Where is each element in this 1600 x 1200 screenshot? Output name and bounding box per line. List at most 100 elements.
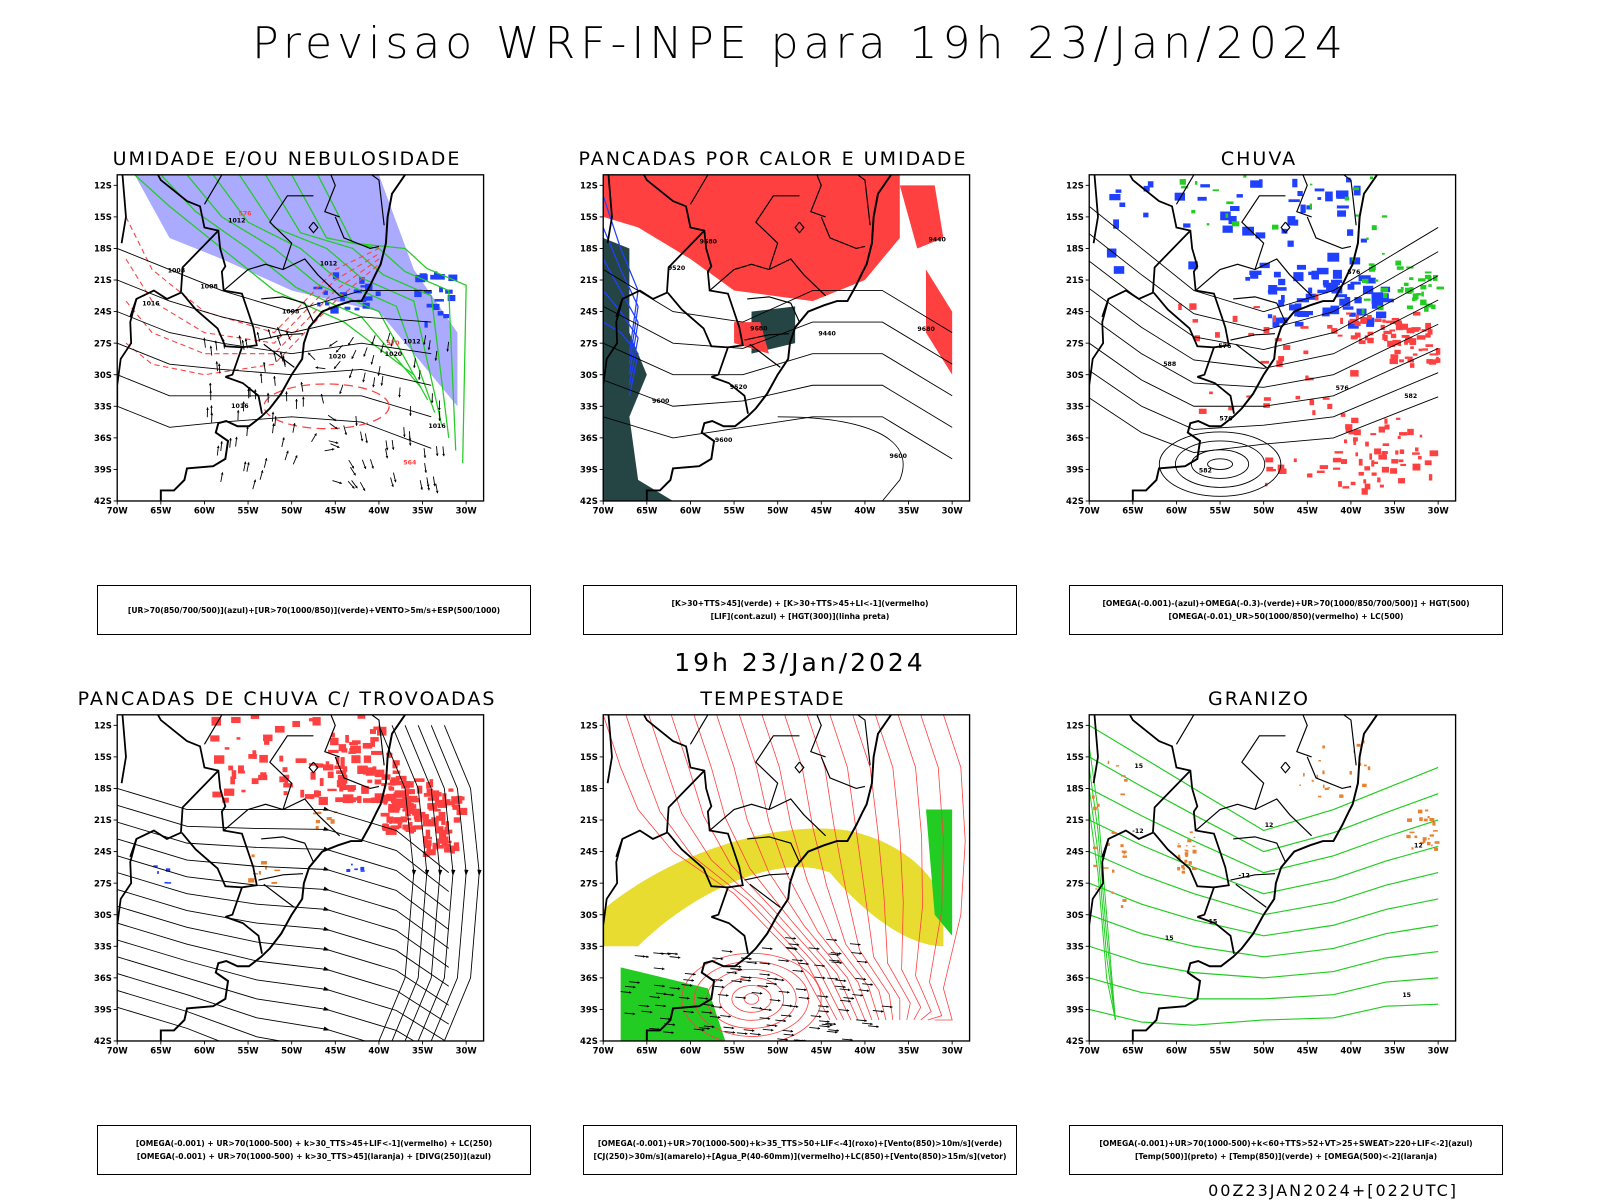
country-border bbox=[607, 174, 744, 378]
lat-tick-label: 39S bbox=[580, 465, 598, 475]
country-border bbox=[1101, 229, 1192, 318]
state-border bbox=[308, 221, 319, 234]
lat-tick-label: 24S bbox=[580, 847, 598, 857]
geographic-outlines bbox=[603, 174, 893, 501]
country-border bbox=[117, 838, 138, 951]
state-border bbox=[689, 174, 709, 205]
state-border bbox=[261, 296, 314, 323]
state-border bbox=[203, 174, 223, 205]
country-border bbox=[1153, 832, 1215, 889]
lon-tick-label: 35W bbox=[1384, 1045, 1406, 1055]
country-border bbox=[120, 174, 127, 244]
lat-tick-label: 27S bbox=[580, 338, 598, 348]
country-border bbox=[121, 174, 258, 378]
lon-tick-label: 45W bbox=[325, 505, 347, 515]
lat-tick-label: 21S bbox=[580, 815, 598, 825]
state-border bbox=[1280, 761, 1291, 774]
contour-label: 1016 bbox=[231, 403, 249, 410]
lon-tick-label: 65W bbox=[1122, 505, 1144, 515]
lon-tick-label: 50W bbox=[281, 1045, 303, 1055]
state-border bbox=[1230, 333, 1276, 341]
legend-line: [CJ(250)>30m/s](amarelo)+[Agua_P(40-60mm… bbox=[593, 1152, 1007, 1161]
lat-tick-label: 30S bbox=[94, 910, 112, 920]
contour-label: 1012 bbox=[403, 339, 420, 346]
country-border bbox=[120, 714, 127, 784]
country-border bbox=[1153, 292, 1215, 349]
lat-tick-label: 36S bbox=[580, 973, 598, 983]
lon-tick-label: 55W bbox=[1209, 505, 1231, 515]
state-border bbox=[794, 221, 805, 234]
state-border bbox=[820, 756, 866, 790]
lat-tick-label: 30S bbox=[580, 370, 598, 380]
lat-tick-label: 27S bbox=[94, 878, 112, 888]
lon-tick-label: 45W bbox=[811, 1045, 833, 1055]
country-border bbox=[1197, 916, 1235, 954]
geographic-outlines bbox=[117, 174, 407, 501]
map-panel-humidity: UMIDADE E/OU NEBULOSIDADE 12S 15S 18S 21S 24S… bbox=[47, 148, 531, 648]
lon-tick-label: 35W bbox=[1384, 505, 1406, 515]
state-border bbox=[810, 174, 826, 218]
contour-label: 1016 bbox=[428, 423, 446, 430]
country-border bbox=[1092, 174, 1099, 244]
lon-tick-label: 35W bbox=[898, 1045, 920, 1055]
lat-tick-label: 33S bbox=[94, 401, 112, 411]
geographic-outlines bbox=[1089, 714, 1379, 1041]
lat-tick-label: 18S bbox=[94, 784, 112, 794]
legend-line: [UR>70(850/700/500)](azul)+[UR>70(1000/8… bbox=[127, 605, 501, 615]
lon-tick-label: 40W bbox=[1340, 1045, 1362, 1055]
country-border bbox=[606, 714, 613, 784]
lat-tick-label: 24S bbox=[1066, 307, 1084, 317]
contour-label: 1008 bbox=[282, 308, 299, 315]
state-border bbox=[1241, 735, 1286, 810]
lat-tick-label: 15S bbox=[580, 212, 598, 222]
state-border bbox=[755, 735, 800, 810]
lon-tick-label: 30W bbox=[1428, 1045, 1450, 1055]
contour-label: 12 bbox=[1414, 842, 1423, 849]
contour-label: 582 bbox=[1404, 393, 1417, 400]
lat-tick-label: 15S bbox=[580, 752, 598, 762]
lat-tick-label: 12S bbox=[1066, 720, 1084, 730]
state-border bbox=[709, 798, 827, 837]
map-frame bbox=[1088, 174, 1457, 502]
lat-tick-label: 33S bbox=[580, 941, 598, 951]
contour-label: -12 bbox=[1239, 873, 1250, 880]
map-panel-rain: CHUVA 12S 15S 18S 21S 24S 27S 30S 33S 36S 39S 42S 70… bbox=[1019, 148, 1503, 648]
lon-tick-label: 65W bbox=[636, 1045, 658, 1055]
panel-legend: [OMEGA(-0.001)+UR>70(1000-500)+k<60+TTS>… bbox=[1069, 1125, 1503, 1175]
contour-label: 1020 bbox=[385, 351, 403, 358]
lon-tick-label: 45W bbox=[1297, 505, 1319, 515]
legend-line: [OMEGA(-0.001)+UR>70(1000-500)+k>35_TTS>… bbox=[597, 1139, 1003, 1148]
state-border bbox=[263, 883, 295, 908]
legend-line: [Temp(500)](preto) + [Temp(850)](verde) … bbox=[1134, 1152, 1438, 1161]
contour-label: 15 bbox=[1165, 935, 1174, 942]
state-border bbox=[1233, 296, 1286, 323]
lon-tick-label: 70W bbox=[1079, 505, 1101, 515]
lon-tick-label: 40W bbox=[854, 505, 876, 515]
panel-legend: [OMEGA(-0.001) + UR>70(1000-500) + k>30_… bbox=[97, 1125, 531, 1175]
lon-tick-label: 30W bbox=[1428, 505, 1450, 515]
contour-label: 15 bbox=[1209, 918, 1218, 925]
country-border bbox=[225, 376, 263, 414]
map-frame bbox=[116, 714, 485, 1042]
panel-legend: [OMEGA(-0.001)+UR>70(1000-500)+k>35_TTS>… bbox=[583, 1125, 1017, 1175]
map-frame bbox=[116, 174, 485, 502]
state-border bbox=[1306, 756, 1352, 790]
state-border bbox=[749, 883, 781, 908]
state-border bbox=[1175, 174, 1195, 205]
lon-tick-label: 45W bbox=[1297, 1045, 1319, 1055]
lon-tick-label: 45W bbox=[811, 505, 833, 515]
country-border bbox=[181, 292, 243, 349]
lat-tick-label: 18S bbox=[1066, 244, 1084, 254]
lat-tick-label: 30S bbox=[1066, 370, 1084, 380]
lon-tick-label: 55W bbox=[237, 505, 259, 515]
state-border bbox=[324, 714, 340, 758]
lat-tick-label: 33S bbox=[1066, 941, 1084, 951]
state-border bbox=[324, 174, 340, 218]
lon-tick-label: 50W bbox=[281, 505, 303, 515]
state-border bbox=[308, 761, 319, 774]
map-frame bbox=[602, 714, 971, 1042]
lat-tick-label: 36S bbox=[94, 433, 112, 443]
